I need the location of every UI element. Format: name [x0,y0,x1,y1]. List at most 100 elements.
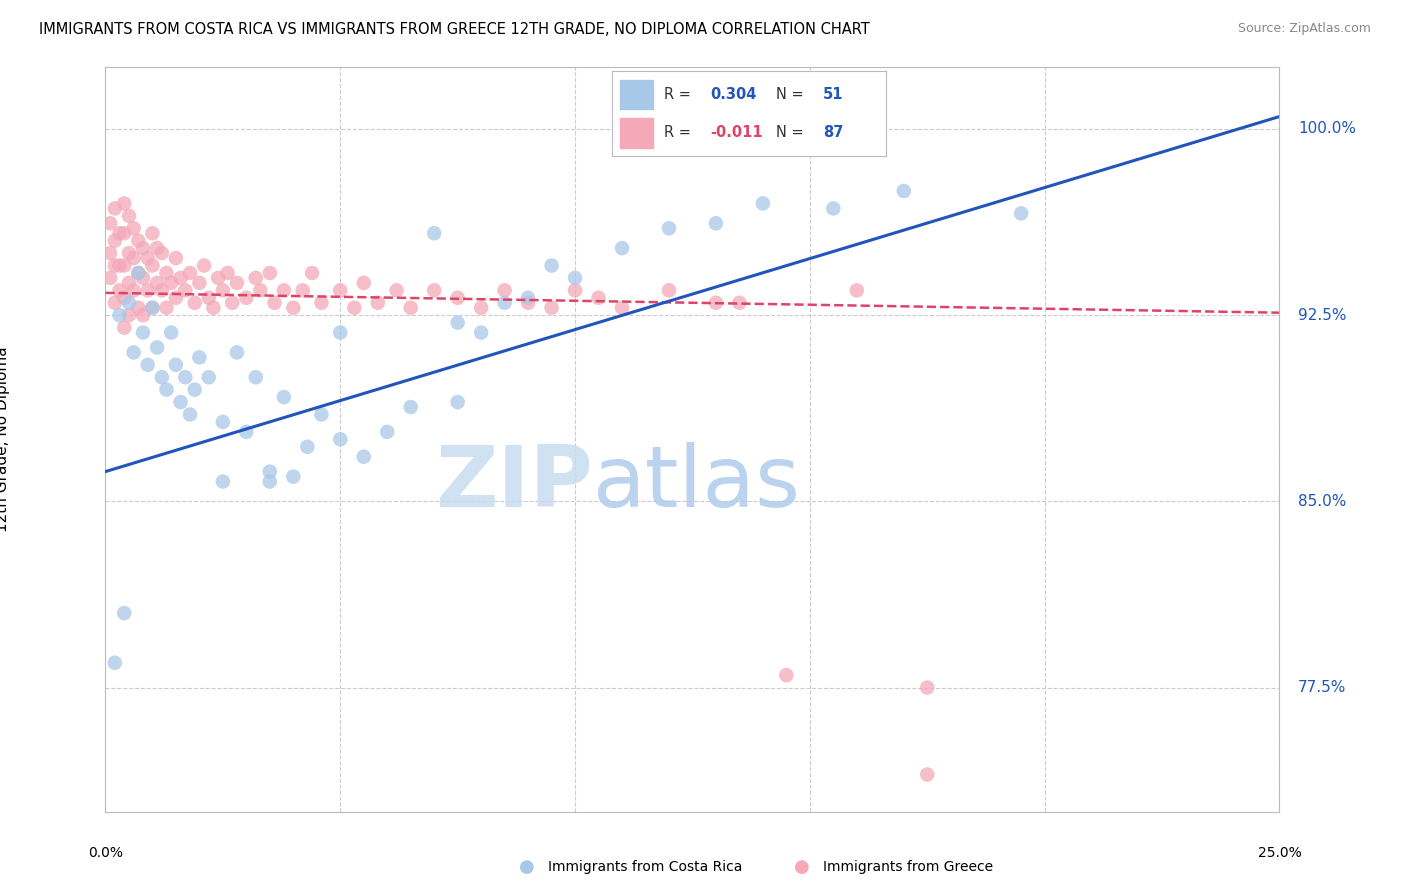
Point [446,316,468,330]
Point [823,202,845,216]
Point [211,415,233,429]
Point [197,291,219,305]
Point [353,276,375,290]
Text: Immigrants from Greece: Immigrants from Greece [823,860,993,874]
Point [197,370,219,384]
Text: atlas: atlas [593,442,800,525]
Point [329,284,352,298]
Point [112,259,135,273]
Point [183,383,205,397]
Point [146,241,169,255]
Text: 12th Grade, No Diploma: 12th Grade, No Diploma [0,346,10,533]
Point [259,465,281,479]
Point [155,383,177,397]
Point [165,291,187,305]
Point [127,266,149,280]
Point [122,345,145,359]
Point [217,266,239,280]
Point [245,370,267,384]
Point [174,284,197,298]
Point [775,668,797,682]
Point [132,326,155,340]
Text: IMMIGRANTS FROM COSTA RICA VS IMMIGRANTS FROM GREECE 12TH GRADE, NO DIPLOMA CORR: IMMIGRANTS FROM COSTA RICA VS IMMIGRANTS… [39,22,870,37]
Point [127,301,149,315]
Point [1010,206,1032,220]
Point [108,308,131,322]
Point [494,284,516,298]
Point [150,246,173,260]
Point [658,221,681,235]
Point [104,259,127,273]
Point [112,606,135,620]
Text: 100.0%: 100.0% [1298,121,1357,136]
Text: N =: N = [776,125,804,140]
Text: ●: ● [519,858,536,876]
Point [141,226,163,240]
Point [183,295,205,310]
Point [122,251,145,265]
Point [98,246,121,260]
Point [160,326,183,340]
Text: R =: R = [664,125,690,140]
Point [235,425,257,439]
Point [136,284,159,298]
Point [188,276,211,290]
Point [249,284,271,298]
Point [221,295,243,310]
Text: Immigrants from Costa Rica: Immigrants from Costa Rica [548,860,742,874]
Bar [620,118,652,147]
Point [610,301,633,315]
Point [141,259,163,273]
Point [367,295,389,310]
Point [193,259,215,273]
Point [540,259,562,273]
Point [329,432,352,446]
Point [104,656,127,670]
Point [112,291,135,305]
Point [704,216,727,230]
Point [169,395,191,409]
Point [915,767,938,781]
Text: 77.5%: 77.5% [1298,680,1347,695]
Point [752,196,775,211]
Point [112,320,135,334]
Point [207,271,229,285]
Point [658,284,681,298]
Point [385,284,408,298]
Point [122,221,145,235]
Point [235,291,257,305]
Text: 51: 51 [823,87,844,103]
Text: -0.011: -0.011 [710,125,763,140]
Point [169,271,191,285]
Point [311,408,333,422]
Point [517,291,540,305]
Point [470,326,492,340]
Point [211,284,233,298]
Point [108,259,131,273]
Point [118,308,141,322]
Point [118,276,141,290]
Point [353,450,375,464]
Point [165,251,187,265]
Point [112,196,135,211]
Point [915,681,938,695]
Point [343,301,366,315]
Point [108,284,131,298]
Point [291,284,314,298]
Point [118,209,141,223]
Point [211,475,233,489]
Text: Source: ZipAtlas.com: Source: ZipAtlas.com [1237,22,1371,36]
Text: 25.0%: 25.0% [1257,847,1302,861]
Point [98,216,121,230]
Text: 87: 87 [823,125,844,140]
Text: 92.5%: 92.5% [1298,308,1347,323]
Point [540,301,562,315]
Point [202,301,225,315]
Point [226,276,249,290]
Point [297,440,319,454]
Point [446,291,468,305]
Point [141,301,163,315]
Point [301,266,323,280]
Point [127,266,149,280]
Point [165,358,187,372]
